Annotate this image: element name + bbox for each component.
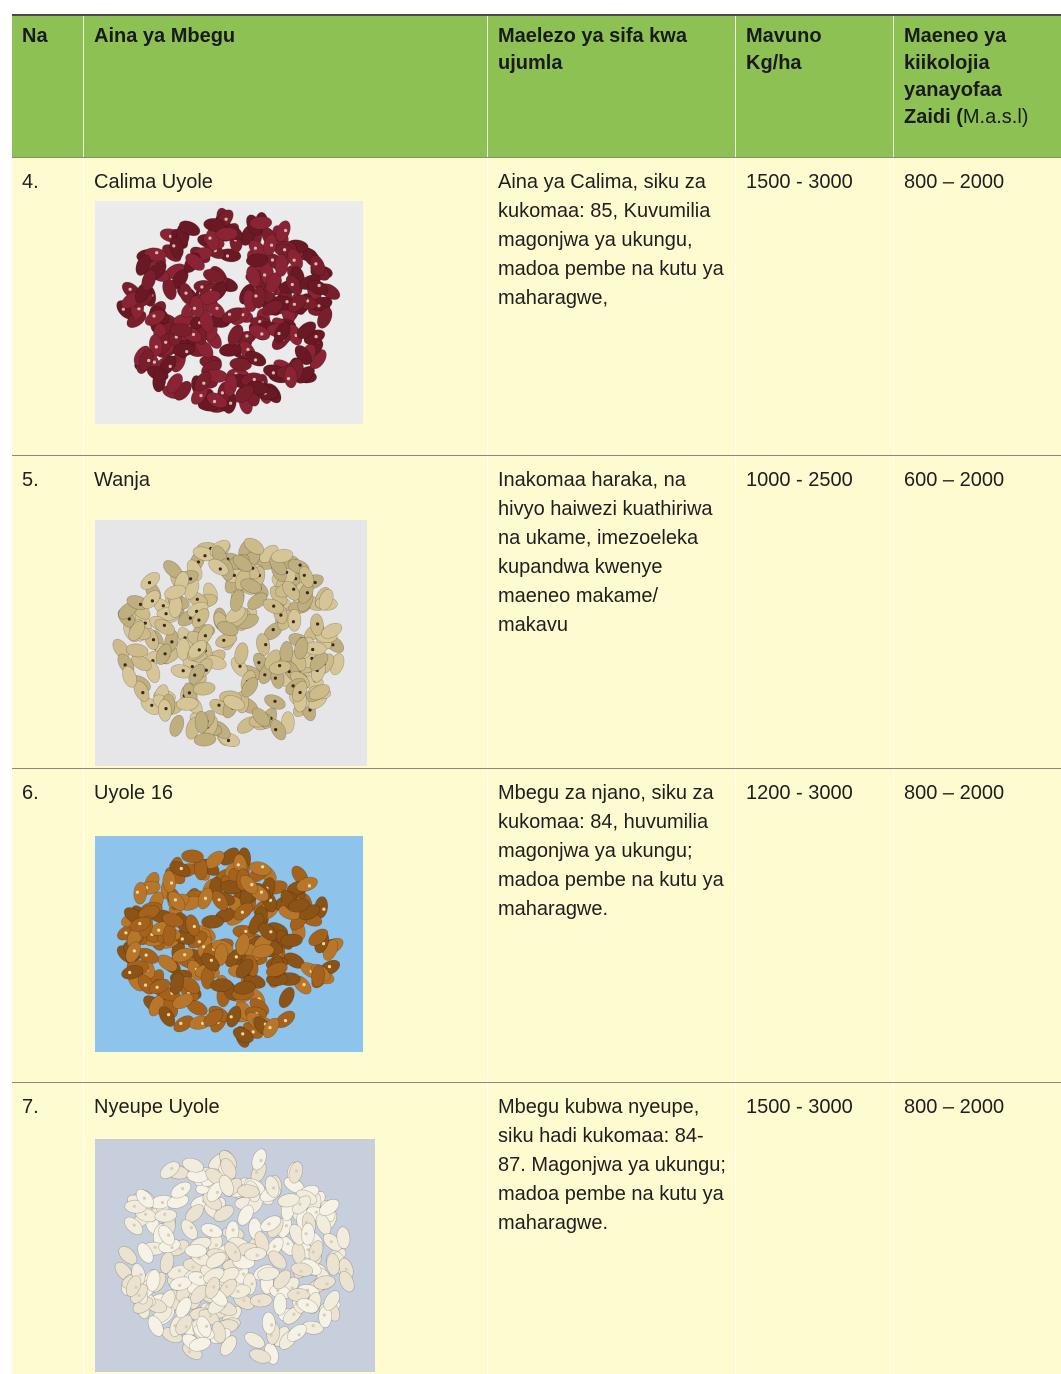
altitude-text: 600 – 2000 (904, 469, 1004, 491)
bean-photo (95, 201, 363, 424)
header-row: Na Aina ya Mbegu Maelezo ya sifa kwa ujuml… (12, 14, 1061, 157)
number-cell: 4. (12, 158, 83, 455)
variety-text: Nyeupe Uyole (94, 1096, 220, 1118)
yield-cell: 1200 - 3000 (735, 769, 893, 1082)
number-text: 5. (22, 469, 39, 491)
header-text: Maelezo ya sifa kwa ujumla (498, 25, 687, 74)
number-cell: 7. (12, 1083, 83, 1374)
variety-text: Wanja (94, 469, 150, 491)
header-text: Aina ya Mbegu (94, 25, 235, 47)
description-text: Mbegu za njano, siku za kukomaa: 84, huv… (498, 782, 724, 920)
yield-text: 1200 - 3000 (746, 782, 853, 804)
header-cell: Na (12, 16, 83, 157)
altitude-cell: 600 – 2000 (893, 456, 1061, 768)
description-cell: Aina ya Calima, siku za kukomaa: 85, Kuv… (487, 158, 735, 455)
header-cell: Mavuno Kg/ha (735, 16, 893, 157)
header-text: Na (22, 25, 48, 47)
variety-text: Calima Uyole (94, 171, 213, 193)
bean-photo (95, 1139, 375, 1372)
header-cell: Maelezo ya sifa kwa ujumla (487, 16, 735, 157)
variety-text: Uyole 16 (94, 782, 173, 804)
number-cell: 5. (12, 456, 83, 768)
altitude-cell: 800 – 2000 (893, 769, 1061, 1082)
description-cell: Mbegu za njano, siku za kukomaa: 84, huv… (487, 769, 735, 1082)
header-text: Mavuno Kg/ha (746, 23, 846, 77)
altitude-text: 800 – 2000 (904, 782, 1004, 804)
yield-text: 1500 - 3000 (746, 171, 853, 193)
number-text: 4. (22, 171, 39, 193)
description-cell: Inakomaa haraka, na hivyo haiwezi kuathi… (487, 456, 735, 768)
description-text: Mbegu kubwa nyeupe, siku hadi kukomaa: 8… (498, 1096, 726, 1234)
page: Na Aina ya Mbegu Maelezo ya sifa kwa ujuml… (0, 0, 1061, 1374)
description-text: Aina ya Calima, siku za kukomaa: 85, Kuv… (498, 171, 724, 309)
altitude-text: 800 – 2000 (904, 171, 1004, 193)
header-text: M.a.s.l) (963, 106, 1029, 128)
yield-cell: 1500 - 3000 (735, 1083, 893, 1374)
number-text: 6. (22, 782, 39, 804)
description-text: Inakomaa haraka, na hivyo haiwezi kuathi… (498, 469, 713, 636)
altitude-text: 800 – 2000 (904, 1096, 1004, 1118)
number-text: 7. (22, 1096, 39, 1118)
description-cell: Mbegu kubwa nyeupe, siku hadi kukomaa: 8… (487, 1083, 735, 1374)
number-cell: 6. (12, 769, 83, 1082)
yield-text: 1000 - 2500 (746, 469, 853, 491)
bean-photo (95, 836, 363, 1052)
yield-text: 1500 - 3000 (746, 1096, 853, 1118)
yield-cell: 1500 - 3000 (735, 158, 893, 455)
altitude-cell: 800 – 2000 (893, 158, 1061, 455)
altitude-cell: 800 – 2000 (893, 1083, 1061, 1374)
header-cell: Aina ya Mbegu (83, 16, 487, 157)
yield-cell: 1000 - 2500 (735, 456, 893, 768)
bean-photo (95, 520, 367, 766)
header-cell: Maeneo ya kiikolojia yanayofaa Zaidi (M.… (893, 16, 1061, 157)
